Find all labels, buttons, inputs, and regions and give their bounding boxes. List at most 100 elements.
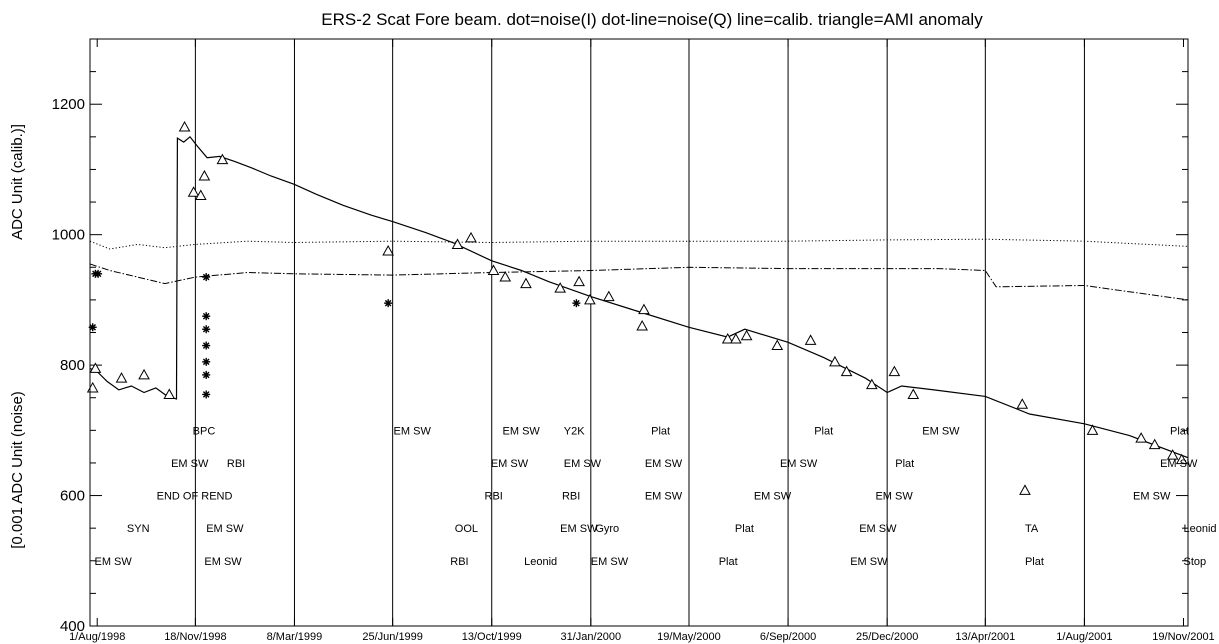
annotations-layer: EM SW SYN END OF REND EM SW BPC RBI EM SW EM SW… xyxy=(95,425,1217,567)
annotation-label: Plat xyxy=(735,523,754,535)
y-axis-label-noise: [0.001 ADC Unit (noise) xyxy=(9,391,26,549)
x-tick-label: 19/May/2000 xyxy=(657,631,721,643)
triangle-marker xyxy=(139,370,149,379)
chart-title: ERS-2 Scat Fore beam. dot=noise(I) dot-l… xyxy=(321,10,983,29)
asterisk-marker xyxy=(384,299,392,307)
annotation-label: EM SW xyxy=(591,556,629,568)
x-tick-label: 25/Dec/2000 xyxy=(856,631,918,643)
triangle-marker xyxy=(180,122,190,131)
series-line xyxy=(90,137,1188,458)
asterisk-marker xyxy=(202,273,210,281)
x-tick-label: 19/Nov/2001 xyxy=(1152,631,1214,643)
y-tick-label: 1200 xyxy=(52,96,85,113)
annotation-label: Plat xyxy=(1170,425,1189,437)
annotation-label: Leonid xyxy=(524,556,557,568)
triangle-marker xyxy=(453,239,463,248)
annotation-label: EM SW xyxy=(171,458,209,470)
triangle-marker xyxy=(889,367,899,376)
annotation-label: OOL xyxy=(455,523,478,535)
annotation-label: END OF REND xyxy=(157,491,233,503)
annotation-label: Plat xyxy=(1025,556,1044,568)
triangle-marker xyxy=(806,335,816,344)
annotation-label: RBI xyxy=(227,458,245,470)
annotation-label: EM SW xyxy=(204,556,242,568)
x-axis: 1/Aug/1998 18/Nov/1998 8/Mar/1999 25/Jun/19… xyxy=(69,39,1215,643)
annotation-label: Plat xyxy=(895,458,914,470)
triangle-marker xyxy=(1020,485,1030,494)
triangle-marker xyxy=(164,389,174,398)
triangle-marker xyxy=(574,277,584,286)
annotation-label: EM SW xyxy=(754,491,792,503)
annotation-label: BPC xyxy=(193,425,216,437)
annotation-label: EM SW xyxy=(875,491,913,503)
triangle-marker xyxy=(88,383,98,392)
annotation-label: Gyro xyxy=(595,523,619,535)
annotation-label: EM SW xyxy=(645,458,683,470)
triangle-marker xyxy=(908,389,918,398)
annotation-label: EM SW xyxy=(1133,491,1171,503)
x-tick-label: 1/Aug/2001 xyxy=(1056,631,1112,643)
triangle-marker xyxy=(585,295,595,304)
series-dot xyxy=(90,239,1188,249)
annotation-label: EM SW xyxy=(206,523,244,535)
annotation-label: EM SW xyxy=(95,556,133,568)
x-tick-label: 8/Mar/1999 xyxy=(267,631,323,643)
x-tick-label: 13/Oct/1999 xyxy=(462,631,522,643)
x-tick-label: 31/Jan/2000 xyxy=(561,631,622,643)
annotation-label: EM SW xyxy=(564,458,602,470)
annotation-label: EM SW xyxy=(1160,458,1198,470)
annotation-label: TA xyxy=(1025,523,1039,535)
x-tick-label: 13/Apr/2001 xyxy=(955,631,1015,643)
triangle-marker xyxy=(1136,433,1146,442)
series-layer xyxy=(90,137,1188,458)
annotation-label: EM SW xyxy=(780,458,818,470)
triangle-marker xyxy=(466,233,476,242)
plot-frame xyxy=(90,39,1188,626)
y-tick-label: 800 xyxy=(60,357,85,374)
annotation-label: RBI xyxy=(485,491,503,503)
triangle-marker xyxy=(521,279,531,288)
asterisk-marker xyxy=(202,325,210,333)
triangle-marker xyxy=(383,246,393,255)
annotation-label: RBI xyxy=(450,556,468,568)
annotation-label: EM SW xyxy=(491,458,529,470)
annotation-label: SYN xyxy=(127,523,150,535)
triangle-marker xyxy=(117,373,127,382)
annotation-label: Plat xyxy=(651,425,670,437)
x-tick-label: 6/Sep/2000 xyxy=(760,631,816,643)
y-tick-label: 1000 xyxy=(52,227,85,244)
triangle-marker xyxy=(637,321,647,330)
annotation-label: EM SW xyxy=(645,491,683,503)
triangle-marker xyxy=(489,266,499,275)
annotation-label: EM SW xyxy=(503,425,541,437)
annotation-label: EM SW xyxy=(560,523,598,535)
y-axis-label-calib: ADC Unit (calib.)] xyxy=(9,124,26,240)
markers-layer xyxy=(88,122,1187,494)
y-tick-label: 400 xyxy=(60,618,85,635)
annotation-label: EM SW xyxy=(859,523,897,535)
asterisk-marker xyxy=(202,312,210,320)
asterisk-marker xyxy=(202,390,210,398)
annotation-label: EM SW xyxy=(922,425,960,437)
triangle-marker xyxy=(604,292,614,301)
vertical-grid-lines xyxy=(195,39,1084,626)
triangle-marker xyxy=(189,187,199,196)
triangle-marker xyxy=(742,331,752,340)
asterisk-marker xyxy=(202,371,210,379)
asterisk-marker xyxy=(572,299,580,307)
annotation-label: Plat xyxy=(814,425,833,437)
annotation-label: EM SW xyxy=(850,556,888,568)
annotation-label: RBI xyxy=(562,491,580,503)
triangle-marker xyxy=(1017,399,1027,408)
y-axis: 400 600 800 1000 1200 xyxy=(52,39,1188,635)
triangle-marker xyxy=(639,305,649,314)
annotation-label: Plat xyxy=(719,556,738,568)
triangle-marker xyxy=(772,341,782,350)
series-dot-line xyxy=(90,264,1188,300)
x-tick-label: 25/Jun/1999 xyxy=(362,631,423,643)
asterisk-marker xyxy=(202,358,210,366)
triangle-marker xyxy=(199,171,209,180)
annotation-label: EM SW xyxy=(394,425,432,437)
y-tick-label: 600 xyxy=(60,488,85,505)
